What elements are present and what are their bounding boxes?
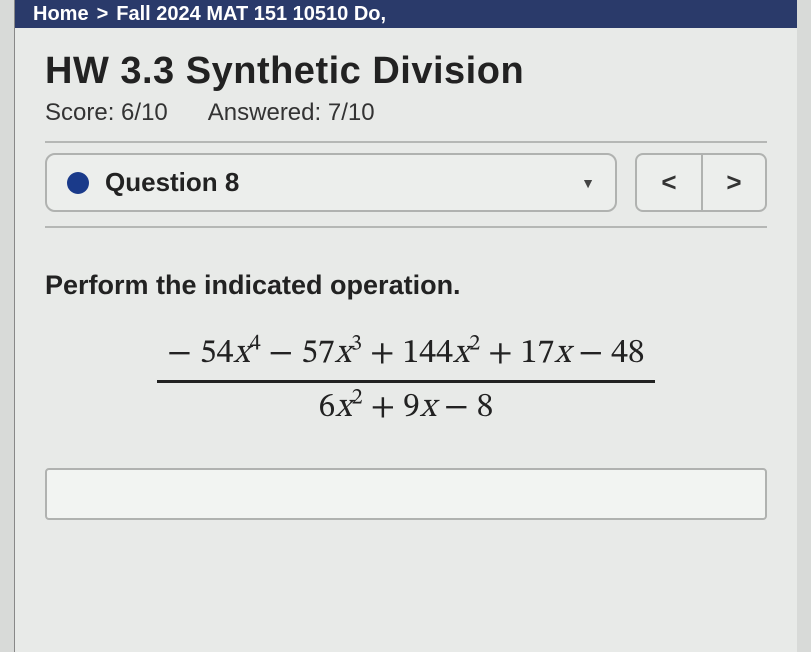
breadcrumb-home[interactable]: Home bbox=[33, 3, 89, 26]
question-prompt: Perform the indicated operation. bbox=[45, 270, 767, 301]
term: − 8 bbox=[436, 391, 493, 425]
math-expression: − 54x4 − 57x3 + 144x2 + 17x − 48 6x2 + 9… bbox=[45, 329, 767, 434]
score-line: Score: 6/10 Answered: 7/10 bbox=[45, 99, 767, 127]
exponent: 3 bbox=[351, 334, 362, 356]
breadcrumb-course[interactable]: Fall 2024 MAT 151 10510 Do, bbox=[116, 3, 386, 26]
term: + 144 bbox=[362, 337, 453, 371]
nav-button-group: < > bbox=[635, 153, 767, 212]
term: + 9 bbox=[363, 391, 420, 425]
status-dot-icon bbox=[67, 172, 89, 194]
breadcrumb-separator: > bbox=[97, 3, 109, 26]
divider-bottom bbox=[45, 226, 767, 228]
numerator: − 54x4 − 57x3 + 144x2 + 17x − 48 bbox=[157, 329, 654, 383]
question-bar: Question 8 ▼ < > bbox=[45, 153, 767, 212]
denominator: 6x2 + 9x − 8 bbox=[309, 383, 504, 434]
answer-input[interactable] bbox=[45, 468, 767, 520]
next-question-button[interactable]: > bbox=[701, 155, 765, 210]
chevron-down-icon: ▼ bbox=[581, 175, 595, 191]
prev-question-button[interactable]: < bbox=[637, 155, 701, 210]
question-selector[interactable]: Question 8 ▼ bbox=[45, 153, 617, 212]
exponent: 4 bbox=[250, 334, 261, 356]
breadcrumb-bar: Home > Fall 2024 MAT 151 10510 Do, bbox=[15, 0, 797, 28]
answered-label: Answered: bbox=[208, 99, 321, 126]
term: − 48 bbox=[571, 337, 645, 371]
chevron-right-icon: > bbox=[726, 167, 741, 198]
exponent: 2 bbox=[469, 334, 480, 356]
term: − 57 bbox=[261, 337, 335, 371]
chevron-left-icon: < bbox=[661, 167, 676, 198]
divider-top bbox=[45, 141, 767, 143]
page-container: Home > Fall 2024 MAT 151 10510 Do, HW 3.… bbox=[14, 0, 797, 652]
term: 6 bbox=[319, 391, 336, 425]
term: − 54 bbox=[167, 337, 233, 371]
content-area: HW 3.3 Synthetic Division Score: 6/10 An… bbox=[15, 28, 797, 520]
exponent: 2 bbox=[352, 388, 363, 410]
fraction: − 54x4 − 57x3 + 144x2 + 17x − 48 6x2 + 9… bbox=[157, 329, 654, 434]
assignment-title: HW 3.3 Synthetic Division bbox=[45, 50, 767, 93]
score-label: Score: bbox=[45, 99, 114, 126]
question-label: Question 8 bbox=[105, 167, 581, 198]
score-value: 6/10 bbox=[121, 99, 168, 126]
answered-value: 7/10 bbox=[328, 99, 375, 126]
term: + 17 bbox=[480, 337, 554, 371]
